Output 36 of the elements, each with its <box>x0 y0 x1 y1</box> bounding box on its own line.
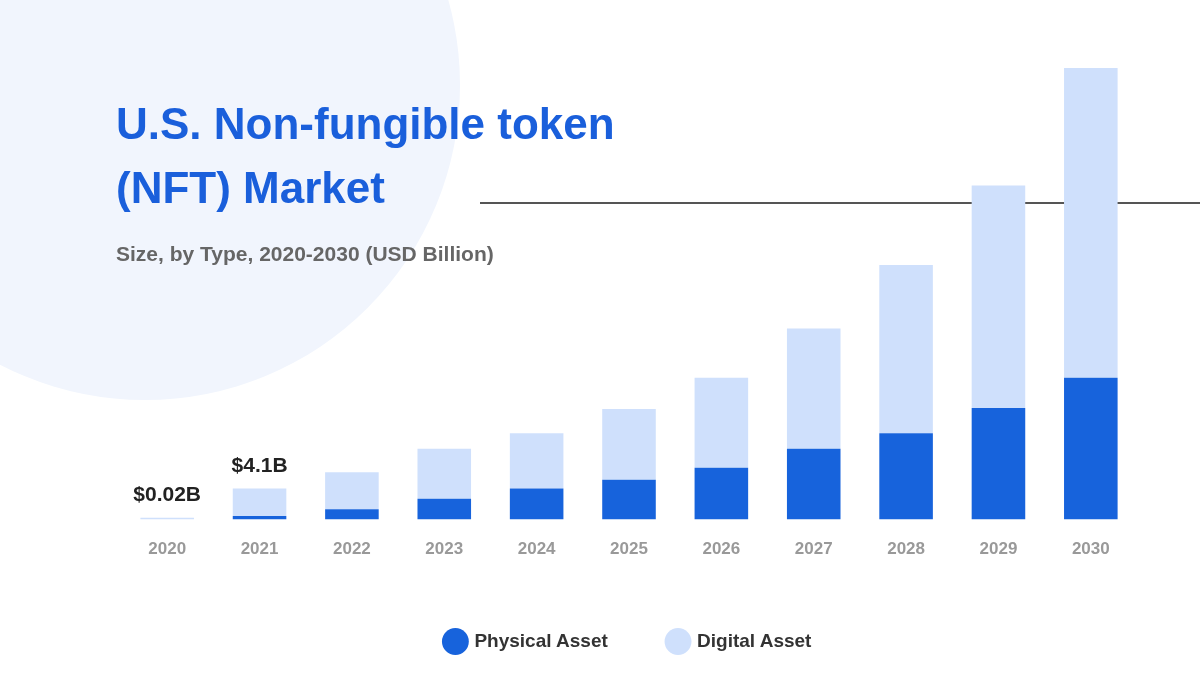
bar <box>232 488 287 516</box>
x-tick-label: 2023 <box>425 539 464 559</box>
bar <box>694 377 749 468</box>
bar <box>417 498 472 520</box>
legend-label: Physical Asset <box>474 629 609 651</box>
text: U.S. Non-fungible token (NFT) Market <box>116 98 616 214</box>
x-tick-label: 2029 <box>979 539 1018 559</box>
bar <box>1064 377 1118 520</box>
bar <box>971 185 1026 409</box>
bar <box>786 328 841 449</box>
x-tick-label: 2026 <box>702 539 741 559</box>
text: Size, by Type, 2020-2030 (USD Billion) <box>116 242 494 266</box>
x-tick-label: 2021 <box>240 539 279 559</box>
x-tick-label: 2022 <box>333 539 371 559</box>
annotation: $0.02B <box>133 482 202 506</box>
bar <box>694 467 749 520</box>
legend-label: Digital Asset <box>697 629 813 651</box>
bar <box>879 264 933 434</box>
bar <box>879 433 933 520</box>
bar <box>602 479 656 520</box>
x-tick-label: 2024 <box>517 539 557 559</box>
bar <box>602 408 656 480</box>
bar <box>509 433 564 489</box>
bar <box>971 408 1026 520</box>
x-tick-label: 2025 <box>610 539 648 559</box>
x-tick-label: 2027 <box>794 539 833 559</box>
bar <box>325 509 379 520</box>
bar <box>417 448 472 499</box>
annotation: $4.1B <box>231 452 288 476</box>
bar <box>509 488 564 520</box>
x-tick-label: 2028 <box>887 539 925 559</box>
x-tick-label: 2020 <box>148 539 187 559</box>
bar <box>786 448 841 520</box>
x-tick-label: 2030 <box>1071 539 1110 559</box>
bar <box>1064 68 1118 378</box>
bar <box>325 472 379 510</box>
